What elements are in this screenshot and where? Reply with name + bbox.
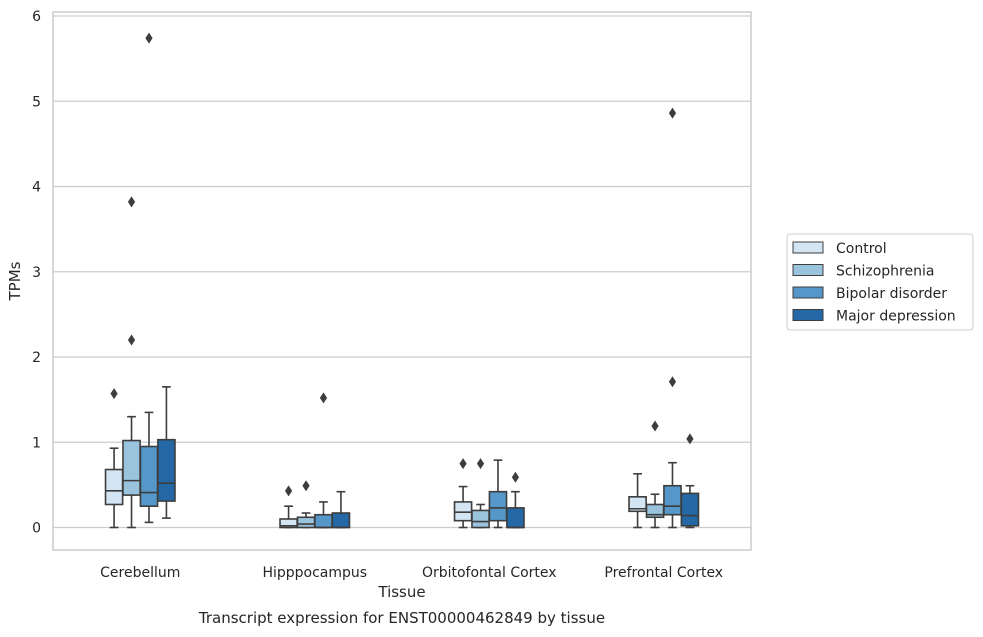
legend: Control Schizophrenia Bipolar disorder Majo… xyxy=(786,233,974,331)
box-body xyxy=(104,468,124,506)
y-tick-label: 2 xyxy=(32,350,41,366)
outlier-point xyxy=(302,480,310,492)
box-mark xyxy=(680,433,700,529)
series-control xyxy=(104,388,647,529)
box-body xyxy=(453,501,473,522)
box-mark xyxy=(279,485,298,529)
box-mark xyxy=(314,392,333,529)
box-mark xyxy=(506,471,525,529)
box-mark xyxy=(331,490,351,529)
box-mark xyxy=(471,458,490,529)
box-body xyxy=(680,492,700,527)
box-mark xyxy=(157,386,176,519)
x-tick-label: Hipppocampus xyxy=(262,565,367,581)
series-major-depression xyxy=(157,386,700,529)
outlier-point xyxy=(127,196,136,208)
y-tick-label: 3 xyxy=(32,265,41,281)
x-tick-labels: Cerebellum Hipppocampus Orbitofontal Corte… xyxy=(100,565,723,581)
box-body xyxy=(139,445,159,507)
legend-label: Major depression xyxy=(836,309,956,325)
box-body xyxy=(122,439,141,496)
box-mark xyxy=(296,480,316,529)
x-tick-label: Orbitofontal Cortex xyxy=(422,565,557,581)
box-mark xyxy=(628,472,647,529)
y-tick-label: 1 xyxy=(32,435,41,451)
outlier-point xyxy=(668,107,677,119)
outlier-point xyxy=(476,458,485,470)
outlier-point xyxy=(319,392,328,404)
box-body xyxy=(488,490,508,522)
series-bipolar-disorder xyxy=(139,32,682,529)
box-mark xyxy=(453,458,473,529)
outlier-point xyxy=(110,388,118,400)
plot-area-frame xyxy=(52,11,752,551)
x-tick-label: Prefrontal Cortex xyxy=(604,565,723,581)
legend-swatch xyxy=(792,264,824,276)
legend-label: Control xyxy=(836,241,887,257)
box-mark xyxy=(104,388,124,529)
box-body xyxy=(506,507,525,529)
y-tick-label: 6 xyxy=(32,9,41,25)
box-mark xyxy=(122,196,141,529)
outlier-point xyxy=(145,32,153,44)
outlier-point xyxy=(511,471,520,483)
legend-swatch xyxy=(792,241,824,254)
y-tick-label: 5 xyxy=(32,94,41,110)
box-mark xyxy=(488,459,508,529)
outlier-point xyxy=(668,376,677,388)
x-axis-title: Tissue xyxy=(377,583,425,601)
y-tick-label: 4 xyxy=(32,180,41,196)
box-body xyxy=(314,513,333,529)
box-mark xyxy=(645,420,665,529)
outlier-point xyxy=(284,485,293,497)
x-tick-label: Cerebellum xyxy=(100,565,180,581)
box-body xyxy=(296,516,316,529)
legend-swatch xyxy=(792,309,824,321)
y-tick-label: 0 xyxy=(32,521,41,537)
legend-label: Schizophrenia xyxy=(836,264,934,280)
legend-swatch xyxy=(792,286,824,299)
box-body xyxy=(471,509,490,529)
y-tick-labels: 0 1 2 3 4 5 6 xyxy=(32,9,41,537)
box-body xyxy=(663,484,682,516)
y-axis-title: TPMs xyxy=(6,261,24,301)
chart-caption: Transcript expression for ENST0000046284… xyxy=(198,609,605,627)
legend-frame xyxy=(786,233,974,331)
box-mark xyxy=(663,107,682,529)
box-mark xyxy=(139,32,159,524)
outlier-point xyxy=(459,458,467,470)
outlier-point xyxy=(686,433,694,445)
box-body xyxy=(157,438,176,502)
legend-label: Bipolar disorder xyxy=(836,286,947,302)
series-schizophrenia xyxy=(122,196,665,529)
outlier-point xyxy=(651,420,659,432)
outlier-point xyxy=(127,334,136,346)
box-series xyxy=(104,32,700,529)
box-body xyxy=(331,512,351,529)
